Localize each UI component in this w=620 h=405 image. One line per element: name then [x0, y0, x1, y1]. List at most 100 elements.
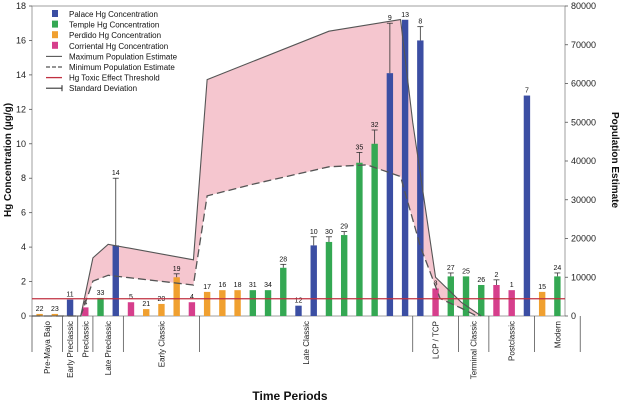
bar-label-12: 12 — [295, 298, 303, 305]
legend-label-5: Minimum Population Estimate — [69, 63, 175, 72]
y-tick-label-4: 4 — [21, 242, 26, 252]
y-tick-label-10: 10 — [16, 139, 26, 149]
legend-label-4: Maximum Population Estimate — [69, 52, 178, 61]
period-label-6: LCP / TCP — [432, 321, 441, 359]
bar-label-25: 25 — [462, 268, 470, 275]
bar-label-9: 9 — [388, 15, 392, 22]
y2-axis-title: Population Estimate — [609, 112, 620, 209]
period-label-3: Late Preclassic — [104, 321, 113, 375]
bar-label-13: 13 — [401, 12, 409, 19]
bar-perdido-20 — [158, 303, 165, 316]
bar-palace-10 — [310, 245, 317, 316]
bar-corriental-4 — [188, 302, 196, 316]
period-label-4: Early Classic — [157, 321, 166, 367]
bar-temple-24 — [554, 276, 561, 316]
bar-label-31: 31 — [249, 282, 257, 289]
y-tick-label-6: 6 — [21, 208, 26, 218]
period-labels-layer: Pre-Maya Bajo Early Preclassic Preclassic L… — [31, 316, 581, 379]
bar-temple-26 — [478, 285, 485, 316]
legend-swatch-2 — [52, 31, 58, 39]
bar-label-16: 16 — [218, 282, 226, 289]
bar-palace-11 — [66, 299, 74, 316]
y2-tick-label-50000: 50000 — [571, 117, 596, 127]
bar-label-32: 32 — [371, 122, 379, 129]
y2-tick-label-40000: 40000 — [571, 156, 596, 166]
bar-palace-13 — [401, 19, 409, 317]
y2-tick-label-0: 0 — [571, 311, 576, 321]
bar-label-5: 5 — [129, 294, 133, 301]
x-axis-title: Time Periods — [252, 389, 327, 403]
bar-palace-9 — [386, 73, 394, 317]
legend-swatch-1 — [52, 20, 58, 28]
legend-swatch-0 — [52, 10, 58, 17]
period-label-5: Late Classic — [302, 321, 311, 365]
legend: Palace Hg Concentration Temple Hg Concent… — [46, 10, 178, 93]
y2-tick-label-30000: 30000 — [571, 195, 596, 205]
lines-layer — [32, 18, 565, 317]
y-tick-label-12: 12 — [16, 104, 26, 114]
bar-temple-30 — [325, 241, 333, 316]
bar-label-2: 2 — [495, 272, 499, 279]
bar-label-7: 7 — [525, 88, 529, 95]
bar-temple-27 — [447, 276, 454, 316]
legend-swatch-3 — [52, 41, 58, 49]
bar-corriental-2 — [493, 285, 500, 316]
bar-label-1: 1 — [510, 282, 514, 289]
y2-tick-label-70000: 70000 — [571, 40, 596, 50]
bar-corriental-1 — [508, 290, 515, 316]
period-label-0: Pre-Maya Bajo — [43, 320, 52, 373]
bar-perdido-21 — [143, 309, 150, 316]
population-range-band — [32, 19, 482, 316]
bar-label-28: 28 — [279, 256, 287, 263]
y2-tick-label-60000: 60000 — [571, 79, 596, 89]
bar-temple-28 — [280, 267, 287, 316]
legend-label-1: Temple Hg Concentration — [69, 21, 159, 30]
legend-label-2: Perdido Hg Concentration — [69, 31, 161, 40]
axes-layer: 0246810121416180100002000030000400005000… — [16, 1, 596, 321]
bar-label-27: 27 — [447, 265, 455, 272]
bar-label-30: 30 — [325, 229, 333, 236]
period-label-9: Modern — [553, 321, 562, 348]
bar-corriental-5 — [127, 302, 135, 316]
bar-palace-7 — [523, 95, 531, 316]
legend-label-3: Corriental Hg Concentration — [69, 42, 168, 51]
bar-corriental-4 — [82, 307, 89, 316]
legend-label-6: Hg Toxic Effect Threshold — [69, 74, 160, 83]
period-label-7: Terminal Classic — [470, 321, 479, 379]
y2-tick-label-20000: 20000 — [571, 234, 596, 244]
bar-label-18: 18 — [234, 282, 242, 289]
period-label-8: Postclassic — [508, 321, 517, 361]
y2-tick-label-10000: 10000 — [571, 272, 596, 282]
bar-label-14: 14 — [112, 170, 120, 177]
bar-perdido-15 — [538, 291, 546, 316]
bar-label-20: 20 — [158, 296, 166, 303]
bar-label-21: 21 — [142, 301, 150, 308]
bar-label-15: 15 — [538, 284, 546, 291]
bar-perdido-19 — [173, 277, 180, 316]
period-label-2: Preclassic — [81, 321, 90, 357]
y-tick-label-8: 8 — [21, 173, 26, 183]
bar-label-22: 22 — [36, 306, 44, 313]
bar-label-11: 11 — [66, 292, 73, 299]
bar-temple-31 — [249, 290, 257, 316]
bar-label-26: 26 — [477, 277, 485, 284]
bar-label-24: 24 — [553, 265, 561, 272]
bar-label-17: 17 — [203, 284, 211, 291]
population-band-layer — [32, 19, 482, 316]
bar-temple-35 — [356, 162, 363, 316]
bar-label-23: 23 — [51, 306, 59, 313]
bar-perdido-18 — [234, 290, 241, 316]
bar-palace-8 — [417, 40, 424, 316]
period-label-1: Early Preclassic — [66, 321, 75, 378]
bar-temple-34 — [264, 290, 272, 316]
bar-label-34: 34 — [264, 282, 272, 289]
bar-label-4: 4 — [190, 294, 194, 301]
legend-label-7: Standard Deviation — [69, 84, 137, 93]
min-population-line — [32, 164, 477, 317]
bar-label-35: 35 — [356, 144, 364, 151]
bar-perdido-22 — [36, 313, 43, 316]
bar-perdido-16 — [219, 290, 226, 316]
y-tick-label-16: 16 — [16, 35, 26, 45]
